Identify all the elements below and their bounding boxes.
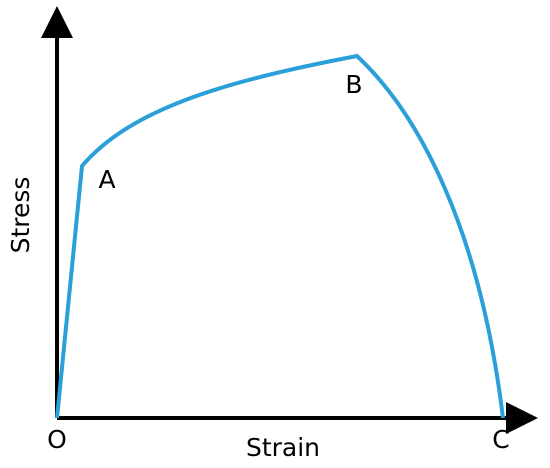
point-label: C xyxy=(492,425,509,454)
stress-strain-curve xyxy=(55,54,505,419)
x-axis-label: Strain xyxy=(246,433,320,462)
y-axis-label: Stress xyxy=(6,177,35,254)
point-label: B xyxy=(345,70,362,99)
point-label: A xyxy=(98,165,115,194)
point-label: O xyxy=(47,425,67,454)
